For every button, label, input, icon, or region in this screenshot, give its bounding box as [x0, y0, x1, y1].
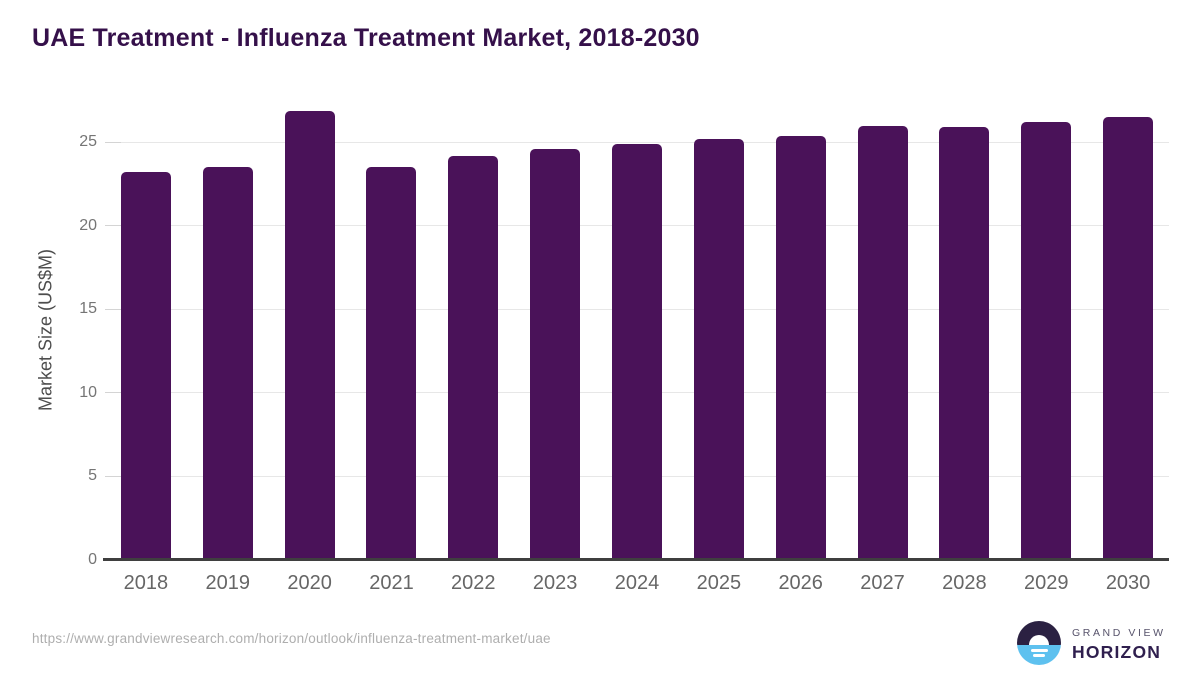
x-tick-label-2028: 2028 [942, 572, 987, 594]
x-tick-label-2024: 2024 [614, 572, 660, 594]
logo-reflection-bar-1 [1030, 649, 1048, 652]
bar-2029[interactable] [1021, 122, 1072, 560]
y-tick-mark-15 [105, 308, 121, 310]
x-axis-line [103, 558, 1169, 561]
x-tick-label-2029: 2029 [1023, 572, 1069, 594]
y-tick-mark-10 [105, 392, 121, 394]
bar-2025[interactable] [693, 138, 744, 560]
logo-sun-dome [1029, 635, 1049, 645]
y-tick-label-20: 20 [79, 216, 97, 234]
gridline-25 [105, 141, 1169, 143]
y-tick-mark-5 [105, 475, 121, 477]
logo-text: GRAND VIEW HORIZON [1072, 627, 1166, 663]
y-tick-label-5: 5 [88, 467, 97, 485]
logo-reflection-bar-2 [1033, 654, 1045, 657]
y-tick-mark-25 [105, 141, 121, 143]
bar-2018[interactable] [120, 172, 171, 560]
bar-2027[interactable] [857, 125, 908, 560]
bar-2023[interactable] [530, 148, 581, 560]
bar-2028[interactable] [939, 127, 990, 560]
grand-view-horizon-logo: GRAND VIEW HORIZON [1017, 621, 1177, 667]
x-tick-label-2025: 2025 [696, 572, 742, 594]
y-tick-label-0: 0 [88, 551, 97, 568]
bar-2026[interactable] [775, 135, 826, 560]
bar-2024[interactable] [612, 143, 662, 560]
x-tick-label-2026: 2026 [778, 572, 823, 594]
horizon-sun-icon [1017, 621, 1061, 665]
y-tick-label-15: 15 [79, 300, 97, 318]
y-tick-label-10: 10 [79, 383, 97, 401]
x-tick-label-2019: 2019 [205, 572, 251, 594]
x-tick-label-2020: 2020 [287, 572, 332, 594]
chart-title: UAE Treatment - Influenza Treatment Mark… [32, 24, 700, 52]
x-tick-label-2027: 2027 [860, 572, 905, 594]
logo-brand-line2: HORIZON [1072, 642, 1162, 662]
x-tick-label-2021: 2021 [369, 572, 414, 594]
x-tick-label-2023: 2023 [532, 572, 578, 594]
x-tick-label-2022: 2022 [451, 572, 496, 594]
bar-2030[interactable] [1103, 117, 1154, 560]
logo-brand-line1: GRAND VIEW [1072, 627, 1166, 639]
x-tick-label-2030: 2030 [1105, 572, 1151, 594]
source-url: https://www.grandviewresearch.com/horizo… [32, 631, 551, 646]
bar-2022[interactable] [448, 155, 499, 560]
x-tick-label-2018: 2018 [123, 572, 169, 594]
y-tick-label-25: 25 [79, 133, 97, 151]
bar-2020[interactable] [284, 110, 335, 560]
y-tick-mark-20 [105, 225, 121, 227]
bar-2019[interactable] [202, 167, 253, 560]
bar-2021[interactable] [366, 167, 417, 560]
